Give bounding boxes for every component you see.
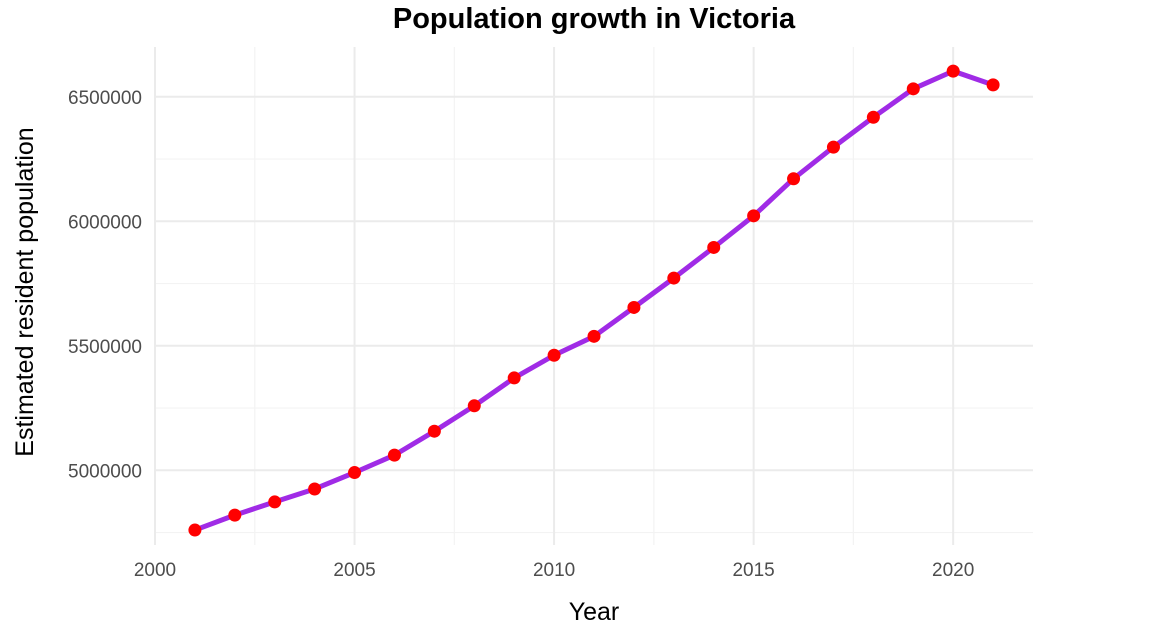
y-tick-label: 5000000 <box>68 461 142 482</box>
data-point <box>587 329 601 343</box>
x-tick-label: 2015 <box>732 560 774 581</box>
grid-lines <box>154 47 1033 545</box>
data-point <box>348 466 362 480</box>
data-point <box>747 209 761 223</box>
data-point <box>387 448 401 462</box>
data-point <box>427 424 441 438</box>
series-layer <box>188 64 1000 537</box>
y-tick-label: 6500000 <box>68 88 142 109</box>
y-tick-label: 5500000 <box>68 337 142 358</box>
data-point <box>707 240 721 254</box>
data-point <box>188 523 202 537</box>
data-point <box>507 371 521 385</box>
data-point <box>308 482 322 496</box>
x-tick-label: 2020 <box>932 560 974 581</box>
data-point <box>986 78 1000 92</box>
data-point <box>268 495 282 509</box>
x-axis-title: Year <box>569 598 620 626</box>
x-tick-label: 2005 <box>333 560 375 581</box>
x-tick-label: 2010 <box>533 560 575 581</box>
data-point <box>467 399 481 413</box>
y-tick-label: 6000000 <box>68 212 142 233</box>
data-point <box>826 140 840 154</box>
tick-labels: 2000 2005 2010 2015 2020 5000000 5500000 600000… <box>68 88 974 581</box>
series-line <box>192 68 996 533</box>
data-point <box>866 110 880 124</box>
data-point <box>946 64 960 78</box>
data-point <box>667 271 681 285</box>
chart-title: Population growth in Victoria <box>393 3 796 35</box>
data-point <box>547 348 561 362</box>
data-point <box>627 300 641 314</box>
data-point <box>787 172 801 186</box>
y-axis-title: Estimated resident population <box>11 127 39 456</box>
data-point <box>906 82 920 96</box>
data-point <box>228 508 242 522</box>
x-tick-label: 2000 <box>134 560 176 581</box>
